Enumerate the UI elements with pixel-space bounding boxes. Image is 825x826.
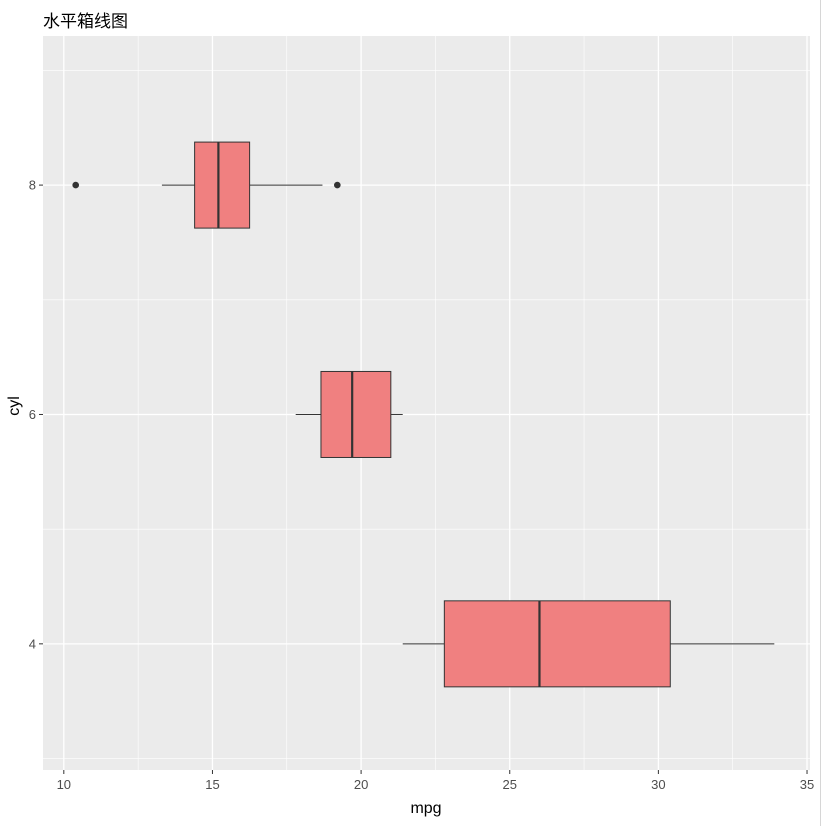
x-tick-label: 20	[354, 777, 368, 792]
iqr-box	[320, 370, 392, 458]
x-axis-title: mpg	[410, 800, 441, 817]
box-4	[402, 600, 775, 688]
plot-panel	[43, 36, 810, 770]
x-tick-label: 10	[57, 777, 71, 792]
x-tick-label: 30	[651, 777, 665, 792]
box-8	[72, 141, 341, 229]
y-axis-title: cyl	[6, 396, 23, 416]
chart-title: 水平箱线图	[43, 12, 128, 31]
outlier-point	[334, 181, 341, 189]
y-axis: 4 6 8	[29, 178, 43, 651]
iqr-box	[194, 141, 251, 229]
x-tick-label: 25	[503, 777, 517, 792]
y-tick-label: 8	[29, 178, 36, 193]
x-tick-label: 35	[800, 777, 814, 792]
y-tick-label: 6	[29, 407, 36, 422]
y-tick-label: 4	[29, 636, 36, 651]
x-axis: 10 15 20 25 30 35	[57, 770, 814, 792]
iqr-box	[443, 600, 671, 688]
box-6	[295, 370, 403, 458]
x-tick-label: 15	[205, 777, 219, 792]
boxes-layer	[72, 141, 775, 688]
outlier-point	[72, 181, 80, 189]
window-edge	[820, 0, 821, 826]
